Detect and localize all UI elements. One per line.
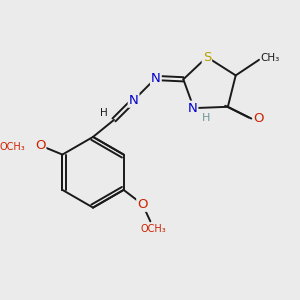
Text: N: N <box>188 102 197 115</box>
Text: CH₃: CH₃ <box>261 53 280 63</box>
Text: H: H <box>201 113 210 123</box>
Text: N: N <box>151 71 161 85</box>
Text: S: S <box>203 51 211 64</box>
Text: O: O <box>35 139 45 152</box>
Text: H: H <box>100 108 108 118</box>
Text: N: N <box>129 94 139 107</box>
Text: O: O <box>137 198 148 211</box>
Text: OCH₃: OCH₃ <box>140 224 166 234</box>
Text: OCH₃: OCH₃ <box>0 142 25 152</box>
Text: O: O <box>254 112 264 125</box>
